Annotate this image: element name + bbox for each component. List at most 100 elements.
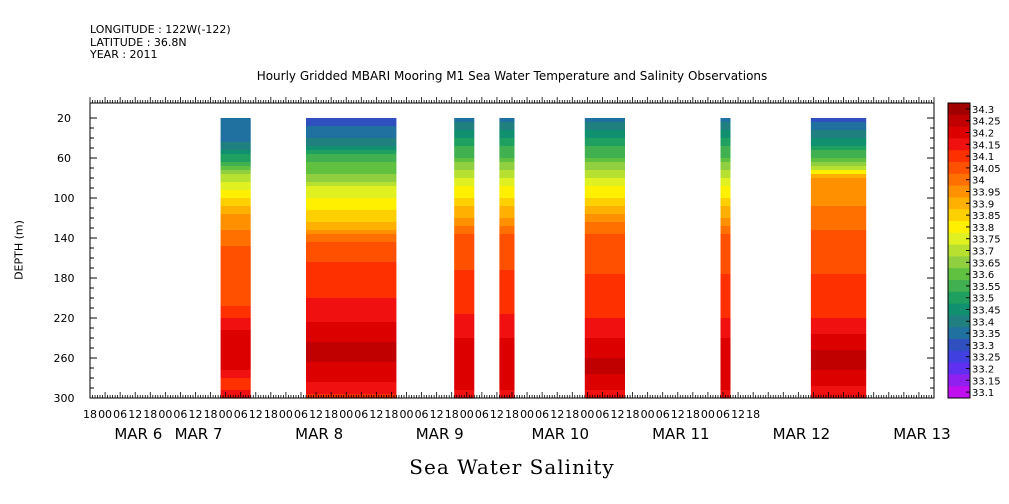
salinity-cell [499,354,515,359]
salinity-cell [720,254,731,259]
salinity-cell [810,246,867,251]
salinity-cell [810,122,867,127]
colorbar-label: 33.4 [972,317,994,328]
salinity-cell [584,322,625,327]
salinity-cell [220,358,251,363]
salinity-cell [584,330,625,335]
salinity-cell [720,278,731,283]
salinity-cell [306,330,397,335]
salinity-cell [720,370,731,375]
colorbar-label: 33.9 [972,199,994,210]
salinity-cell [720,222,731,227]
salinity-cell [499,318,515,323]
salinity-cell [499,194,515,199]
x-hour-label: 18 [445,408,459,421]
salinity-cell [220,326,251,331]
x-hour-label: 06 [475,408,489,421]
salinity-cell [499,226,515,231]
colorbar-label: 33.7 [972,247,994,258]
salinity-cell [499,362,515,367]
salinity-cell [499,382,515,387]
x-date-label: MAR 9 [416,425,464,443]
x-hour-label: 00 [279,408,293,421]
salinity-cell [810,242,867,247]
salinity-cell [720,194,731,199]
salinity-cell [220,382,251,387]
salinity-cell [499,258,515,263]
salinity-cell [220,194,251,199]
salinity-cell [810,274,867,279]
salinity-cell [584,122,625,127]
salinity-cell [454,270,475,275]
salinity-cell [584,374,625,379]
x-hour-label: 12 [249,408,263,421]
colorbar-label: 33.55 [972,282,1001,293]
salinity-cell [454,130,475,135]
salinity-cell [810,238,867,243]
salinity-cell [220,294,251,299]
salinity-cell [720,166,731,171]
salinity-cell [306,258,397,263]
salinity-cell [810,278,867,283]
salinity-cell [499,122,515,127]
salinity-cell [306,158,397,163]
salinity-cell [306,314,397,319]
salinity-cell [306,382,397,387]
salinity-cell [454,214,475,219]
salinity-cell [454,230,475,235]
salinity-cell [220,314,251,319]
x-date-label: MAR 12 [773,425,830,443]
x-date-label: MAR 13 [893,425,950,443]
salinity-cell [720,266,731,271]
salinity-cell [810,222,867,227]
salinity-cell [220,306,251,311]
salinity-cell [306,126,397,131]
salinity-cell [584,366,625,371]
data-segment-6 [810,118,867,399]
salinity-cell [306,390,397,395]
colorbar-swatch [948,103,970,116]
salinity-cell [306,202,397,207]
salinity-cell [810,338,867,343]
salinity-cell [306,146,397,151]
salinity-cell [810,322,867,327]
x-hour-label: 06 [234,408,248,421]
salinity-cell [499,386,515,391]
salinity-cell [499,330,515,335]
x-date-label: MAR 8 [295,425,343,443]
salinity-cell [720,226,731,231]
data-segment-4 [584,118,625,399]
x-hour-label: 18 [204,408,218,421]
salinity-cell [810,350,867,355]
y-tick-label: 140 [54,232,75,245]
salinity-cell [499,282,515,287]
salinity-cell [720,274,731,279]
x-hour-label: 06 [535,408,549,421]
salinity-cell [306,130,397,135]
salinity-cell [810,310,867,315]
salinity-cell [720,290,731,295]
x-hour-label: 18 [626,408,640,421]
salinity-cell [499,286,515,291]
colorbar-label: 33.45 [972,306,1001,317]
colorbar-label: 34.25 [972,117,1001,128]
salinity-cell [306,366,397,371]
salinity-cell [220,346,251,351]
salinity-cell [454,338,475,343]
salinity-cell [584,346,625,351]
salinity-cell [220,210,251,215]
salinity-cell [720,162,731,167]
salinity-cell [306,178,397,183]
colorbar-swatch [948,303,970,316]
salinity-cell [220,374,251,379]
colorbar-label: 34.1 [972,152,994,163]
salinity-cell [306,282,397,287]
salinity-cell [584,386,625,391]
salinity-cell [220,278,251,283]
salinity-cell [584,266,625,271]
salinity-cell [454,202,475,207]
plot-data [220,118,867,399]
salinity-cell [454,242,475,247]
salinity-cell [454,262,475,267]
x-hour-label: 18 [746,408,760,421]
